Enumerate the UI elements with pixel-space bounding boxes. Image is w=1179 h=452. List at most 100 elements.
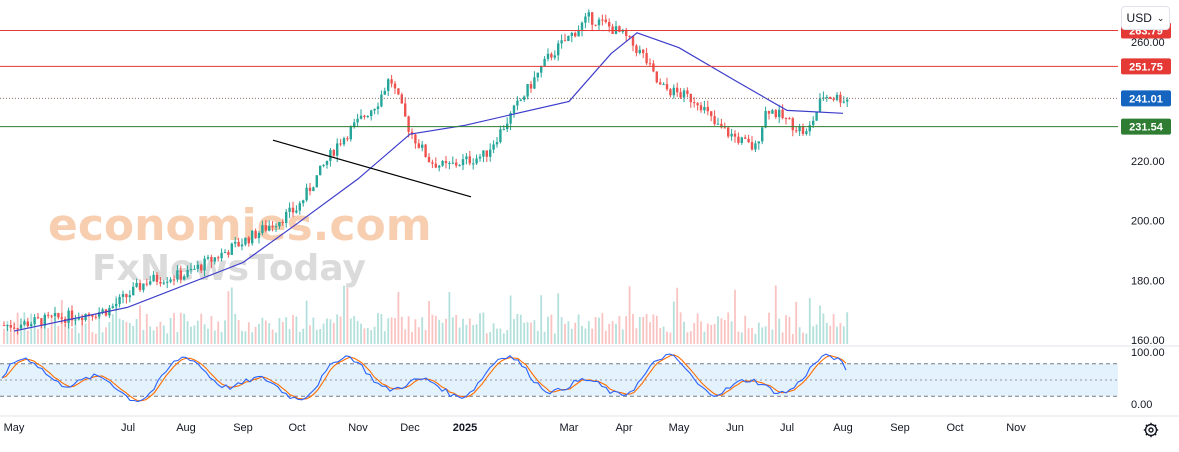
time-tick-label: Aug [833, 422, 853, 434]
candle-body [533, 77, 536, 89]
volume-bar [193, 325, 196, 344]
volume-bar [169, 317, 172, 344]
candle-body [308, 187, 312, 192]
candle-body [815, 111, 818, 121]
volume-bar [173, 313, 175, 344]
candle-body [516, 100, 519, 106]
candle-body [444, 161, 448, 164]
candle-body [825, 96, 828, 98]
volume-bar [43, 323, 46, 344]
volume-bar [156, 326, 158, 344]
candle-body [353, 122, 356, 127]
candle-body [325, 160, 329, 165]
volume-bar [196, 320, 199, 344]
candle-body [591, 12, 594, 25]
volume-bar [315, 329, 318, 344]
volume-bar [533, 320, 536, 344]
volume-bar [159, 321, 162, 344]
volume-bar [84, 323, 87, 344]
candle-body [336, 143, 339, 156]
candle-body [716, 123, 720, 125]
candle-body [478, 156, 482, 159]
volume-bar [237, 320, 240, 344]
candle-body [376, 106, 380, 109]
settings-button[interactable] [1139, 418, 1163, 442]
volume-bar [343, 285, 345, 344]
volume-bar [142, 329, 145, 344]
candle-body [818, 98, 822, 112]
candle-body [176, 270, 179, 280]
candle-body [417, 143, 420, 148]
candle-body [642, 49, 645, 54]
volume-bar [115, 295, 118, 344]
volume-bar [550, 314, 553, 344]
volume-bar [91, 332, 94, 344]
candle-body [577, 29, 580, 37]
candle-body [846, 99, 849, 102]
candle-body [652, 63, 655, 72]
volume-bar [791, 333, 794, 344]
volume-bar [81, 315, 84, 344]
volume-bar [506, 330, 509, 344]
candle-body [383, 90, 386, 95]
volume-bar [305, 300, 308, 344]
volume-bar [329, 319, 332, 344]
volume-bar [598, 317, 600, 344]
stochastic-k-line [1, 353, 847, 403]
volume-bar [417, 327, 420, 344]
volume-bar [207, 328, 209, 344]
currency-selector[interactable]: USD ⌄ [1121, 6, 1170, 30]
volume-bar [271, 329, 274, 344]
price-tick-label: 160.00 [1131, 335, 1165, 347]
candle-body [563, 40, 567, 42]
candle-body [665, 84, 669, 90]
volume-bar [608, 323, 611, 344]
candle-body [295, 210, 298, 213]
candle-body [291, 207, 295, 213]
volume-bar [601, 312, 604, 344]
candle-body [832, 98, 835, 100]
volume-bar [625, 316, 628, 344]
candle-body [835, 94, 839, 100]
volume-bar [288, 328, 291, 344]
candle-body [261, 225, 264, 233]
time-tick-label: May [669, 422, 690, 434]
volume-bar [638, 316, 641, 344]
volume-bar [319, 329, 322, 344]
volume-bar [251, 332, 254, 344]
volume-bar [9, 332, 12, 344]
time-tick-label: Oct [946, 422, 963, 434]
candle-body [254, 230, 257, 239]
volume-bar [496, 328, 498, 344]
volume-bar [3, 328, 5, 344]
volume-bar [737, 331, 740, 344]
volume-bar [666, 331, 668, 344]
candle-body [251, 230, 254, 244]
candle-body [121, 294, 125, 297]
volume-bar [723, 319, 726, 344]
candle-body [179, 270, 182, 280]
candle-body [529, 84, 533, 89]
volume-bar [295, 316, 298, 344]
candle-body [111, 306, 114, 308]
price-tick-label: 200.00 [1131, 216, 1165, 228]
time-tick-label: Jun [726, 422, 744, 434]
candle-body [152, 274, 155, 282]
volume-bar [468, 318, 471, 344]
volume-bar [186, 321, 189, 344]
candle-body [431, 162, 434, 164]
candle-body [322, 164, 325, 166]
volume-bar [264, 320, 267, 344]
volume-bar [839, 322, 842, 344]
candle-body [822, 97, 825, 99]
candle-body [193, 268, 196, 270]
candle-body [149, 281, 152, 285]
candle-body [767, 110, 771, 114]
volume-bar [536, 330, 539, 344]
volume-bar [812, 326, 815, 344]
candle-body [77, 318, 80, 320]
candle-body [390, 79, 393, 84]
volume-bar [751, 327, 753, 344]
